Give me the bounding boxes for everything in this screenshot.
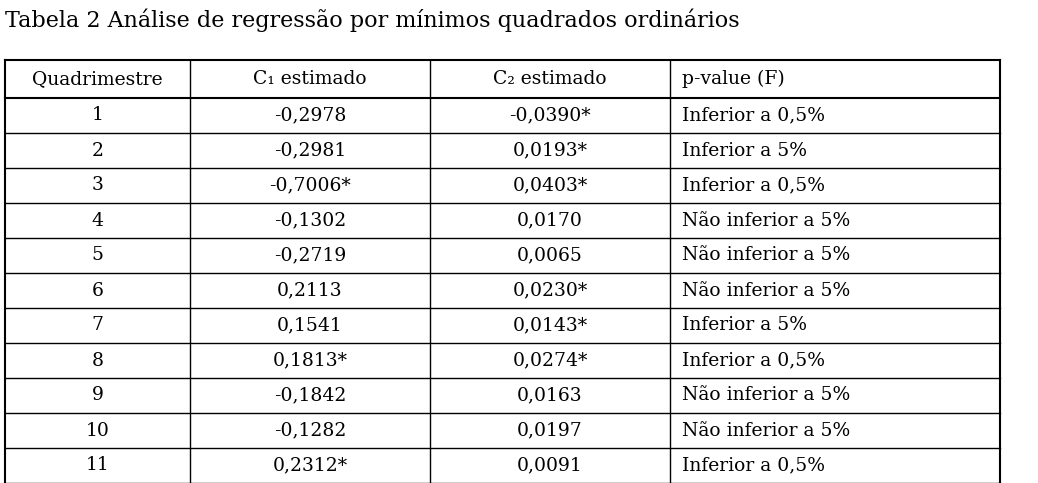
Text: 0,2113: 0,2113 [277, 282, 343, 299]
Text: 11: 11 [85, 456, 109, 474]
Text: Não inferior a 5%: Não inferior a 5% [682, 422, 850, 440]
Text: C₂ estimado: C₂ estimado [493, 70, 607, 88]
Text: -0,7006*: -0,7006* [269, 176, 351, 195]
Text: 5: 5 [91, 246, 104, 265]
Text: 0,2312*: 0,2312* [272, 456, 348, 474]
Text: Não inferior a 5%: Não inferior a 5% [682, 246, 850, 265]
Text: Tabela 2 Análise de regressão por mínimos quadrados ordinários: Tabela 2 Análise de regressão por mínimo… [5, 8, 740, 31]
Text: Não inferior a 5%: Não inferior a 5% [682, 386, 850, 404]
Text: 8: 8 [91, 352, 104, 369]
Text: 0,1541: 0,1541 [277, 316, 343, 335]
Text: 0,0274*: 0,0274* [513, 352, 588, 369]
Text: -0,2719: -0,2719 [274, 246, 346, 265]
Text: 0,0065: 0,0065 [517, 246, 583, 265]
Text: 0,0143*: 0,0143* [513, 316, 588, 335]
Text: p-value (F): p-value (F) [682, 70, 785, 88]
Text: Inferior a 0,5%: Inferior a 0,5% [682, 456, 825, 474]
Text: 0,0170: 0,0170 [517, 212, 583, 229]
Text: 7: 7 [91, 316, 104, 335]
Text: 1: 1 [91, 106, 104, 125]
Text: Quadrimestre: Quadrimestre [32, 70, 163, 88]
Text: C₁ estimado: C₁ estimado [253, 70, 366, 88]
Text: Não inferior a 5%: Não inferior a 5% [682, 282, 850, 299]
Text: Inferior a 5%: Inferior a 5% [682, 316, 807, 335]
Text: Inferior a 5%: Inferior a 5% [682, 142, 807, 159]
Text: -0,2981: -0,2981 [274, 142, 346, 159]
Text: Inferior a 0,5%: Inferior a 0,5% [682, 176, 825, 195]
Text: -0,1282: -0,1282 [274, 422, 347, 440]
Text: -0,0390*: -0,0390* [510, 106, 591, 125]
Text: 0,0230*: 0,0230* [513, 282, 588, 299]
Text: 0,0193*: 0,0193* [513, 142, 588, 159]
Text: 0,0197: 0,0197 [517, 422, 583, 440]
Text: 3: 3 [91, 176, 104, 195]
Text: 0,0091: 0,0091 [517, 456, 583, 474]
Text: Não inferior a 5%: Não inferior a 5% [682, 212, 850, 229]
Text: -0,2978: -0,2978 [274, 106, 347, 125]
Text: 0,0163: 0,0163 [517, 386, 582, 404]
Text: -0,1842: -0,1842 [274, 386, 347, 404]
Text: Inferior a 0,5%: Inferior a 0,5% [682, 106, 825, 125]
Text: 6: 6 [91, 282, 104, 299]
Text: 2: 2 [91, 142, 104, 159]
Text: Inferior a 0,5%: Inferior a 0,5% [682, 352, 825, 369]
Text: 0,0403*: 0,0403* [513, 176, 588, 195]
Text: 0,1813*: 0,1813* [273, 352, 348, 369]
Text: 10: 10 [85, 422, 109, 440]
Text: 9: 9 [91, 386, 104, 404]
Text: 4: 4 [91, 212, 104, 229]
Text: -0,1302: -0,1302 [274, 212, 346, 229]
